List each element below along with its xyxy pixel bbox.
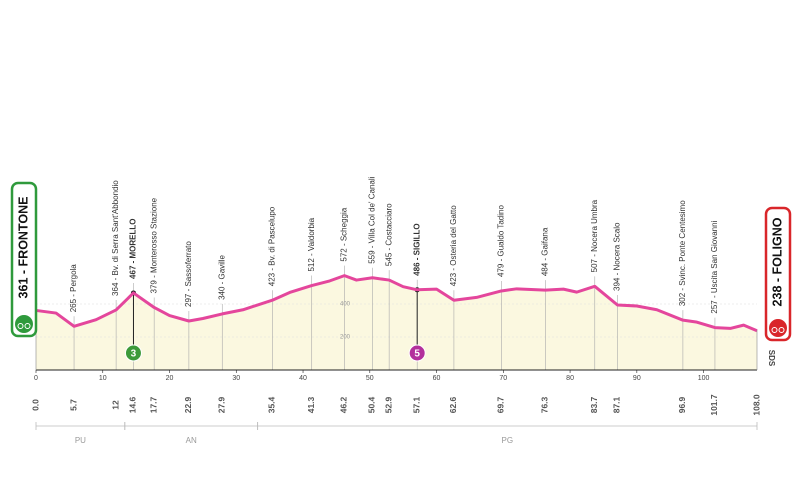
km-label: 35.4 xyxy=(267,396,277,413)
x-tick-label: 100 xyxy=(698,375,710,382)
marker-label: 5 xyxy=(414,349,420,360)
waypoint-label: 484 - Gaifana xyxy=(540,227,549,276)
km-label: 62.6 xyxy=(448,396,458,413)
province-label: AN xyxy=(186,436,197,445)
km-label: 27.9 xyxy=(217,396,227,413)
x-tick-label: 90 xyxy=(633,375,641,382)
waypoint-label: 559 - Villa Col de' Canali xyxy=(368,176,377,263)
waypoint-label: 423 - Osteria del Gatto xyxy=(449,205,458,286)
waypoint-label: 507 - Nocera Umbra xyxy=(590,199,599,272)
finish-icon-wheel xyxy=(771,327,778,333)
km-label: 50.4 xyxy=(367,396,377,413)
km-label: 83.7 xyxy=(589,396,599,413)
waypoint-label: 257 - Uscita San Giovanni xyxy=(710,220,719,313)
finish-box xyxy=(764,206,792,342)
sds-mark: SDS xyxy=(767,350,776,367)
waypoint-label: 364 - Bv. di Serra Sant'Abbondio xyxy=(111,180,120,296)
finish-icon-wheel xyxy=(778,327,785,333)
profile-area xyxy=(36,275,757,370)
waypoint-label: 545 - Costacciaro xyxy=(384,203,393,266)
km-label: 12 xyxy=(110,400,120,410)
start-label: 361 - FRONTONE xyxy=(16,197,30,299)
waypoint-label: 512 - Valdorbia xyxy=(307,217,316,271)
km-label: 101.7 xyxy=(709,394,719,416)
waypoint-label: 486 - SIGILLO xyxy=(412,223,421,275)
marker-label: 3 xyxy=(131,349,137,360)
finish-icon xyxy=(769,319,787,337)
waypoint-label: 423 - Bv. di Pascelupo xyxy=(267,206,276,286)
x-tick-label: 10 xyxy=(99,375,107,382)
start-icon-wheel xyxy=(24,323,31,329)
km-label: 17.7 xyxy=(148,396,158,413)
km-label: 52.9 xyxy=(383,396,393,413)
waypoint-label: 340 - Gaville xyxy=(217,254,226,299)
km-label: 96.9 xyxy=(677,396,687,413)
waypoint-label: 394 - Nocera Scalo xyxy=(613,222,622,291)
waypoint-label: 479 - Gualdo Tadino xyxy=(496,205,505,277)
km-label: 22.9 xyxy=(183,396,193,413)
marker xyxy=(408,344,426,362)
km-label: 46.2 xyxy=(339,396,349,413)
km-label: 69.7 xyxy=(496,396,506,413)
x-tick-label: 0 xyxy=(34,375,38,382)
x-tick-label: 30 xyxy=(232,375,240,382)
x-tick-label: 60 xyxy=(433,375,441,382)
profile-line xyxy=(35,274,758,333)
x-tick-label: 20 xyxy=(166,375,174,382)
km-label: 76.3 xyxy=(540,396,550,413)
km-label: 87.1 xyxy=(612,396,622,413)
waypoint-label: 265 - Pergola xyxy=(69,264,78,313)
finish-label: 238 - FOLIGNO xyxy=(770,217,784,306)
start-km: 0.0 xyxy=(30,399,40,411)
y-tick-label: 400 xyxy=(340,302,351,308)
y-tick-label: 200 xyxy=(340,335,351,341)
km-label: 41.3 xyxy=(306,396,316,413)
x-tick-label: 50 xyxy=(366,375,374,382)
start-box xyxy=(10,181,38,338)
km-label: 14.6 xyxy=(128,396,138,413)
waypoint-label: 302 - Svinc. Ponte Centesimo xyxy=(678,200,687,306)
province-label: PG xyxy=(502,436,514,445)
waypoint-label: 467 - MORELLO xyxy=(129,218,138,278)
km-label: 5.7 xyxy=(68,399,78,411)
marker xyxy=(124,344,142,362)
x-tick-label: 80 xyxy=(566,375,574,382)
start-icon xyxy=(15,315,33,333)
waypoint-label: 297 - Sassoferrato xyxy=(184,241,193,307)
x-tick-label: 70 xyxy=(499,375,507,382)
finish-km: 108.0 xyxy=(751,394,761,416)
province-label: PU xyxy=(75,436,86,445)
waypoint-label: 379 - Monterosso Stazione xyxy=(149,197,158,293)
x-tick-label: 40 xyxy=(299,375,307,382)
waypoint-label: 572 - Scheggia xyxy=(340,207,349,261)
start-icon-wheel xyxy=(17,323,24,329)
km-label: 57.1 xyxy=(411,396,421,413)
